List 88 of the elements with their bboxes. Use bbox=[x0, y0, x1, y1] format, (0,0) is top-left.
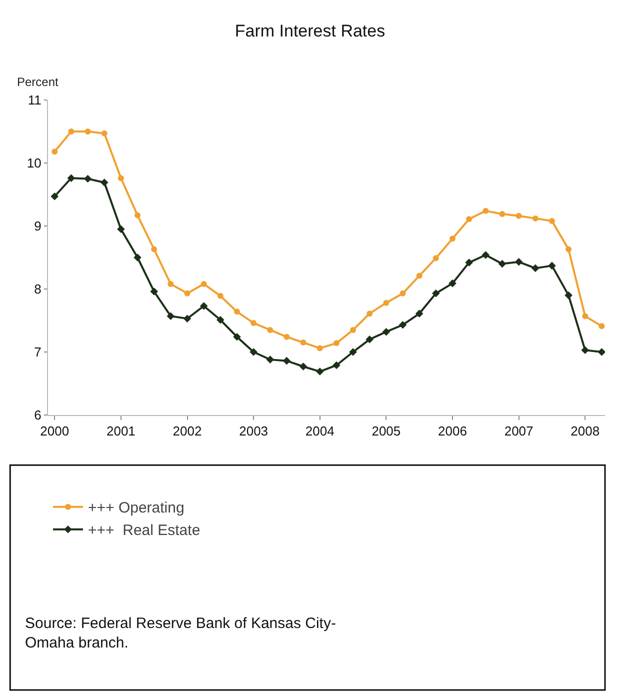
point bbox=[134, 254, 142, 262]
point bbox=[267, 326, 274, 333]
point bbox=[150, 288, 158, 296]
x-tick-label: 2006 bbox=[438, 424, 467, 439]
legend-label: +++ Operating bbox=[88, 500, 184, 517]
point bbox=[532, 215, 538, 222]
point bbox=[548, 262, 556, 270]
point bbox=[582, 313, 588, 320]
point bbox=[216, 316, 224, 324]
x-tick-label: 2001 bbox=[106, 424, 136, 439]
point bbox=[284, 334, 290, 340]
point bbox=[432, 255, 439, 262]
point bbox=[184, 290, 190, 296]
y-tick-label: 9 bbox=[34, 218, 42, 234]
point bbox=[349, 348, 357, 356]
point bbox=[50, 192, 59, 200]
point bbox=[134, 212, 141, 218]
point bbox=[166, 312, 175, 320]
point bbox=[499, 211, 506, 218]
point bbox=[465, 258, 473, 266]
point bbox=[566, 246, 572, 252]
point bbox=[84, 174, 92, 183]
point bbox=[316, 368, 324, 376]
chart-title: Farm Interest Rates bbox=[234, 21, 386, 40]
point bbox=[101, 130, 108, 136]
point bbox=[531, 264, 540, 272]
source-note: Source: Federal Reserve Bank of Kansas City- Omaha branch. bbox=[25, 615, 336, 652]
point bbox=[266, 356, 274, 364]
point bbox=[333, 340, 340, 346]
point bbox=[250, 320, 257, 326]
y-tick-label: 7 bbox=[34, 344, 42, 360]
point bbox=[598, 348, 605, 356]
point bbox=[498, 260, 506, 268]
point bbox=[415, 310, 424, 318]
y-axis-title: Percent bbox=[17, 75, 60, 89]
x-tick-label: 2008 bbox=[570, 424, 600, 439]
point bbox=[398, 321, 407, 329]
point bbox=[250, 348, 258, 356]
point bbox=[598, 323, 605, 330]
point bbox=[366, 336, 374, 344]
point bbox=[168, 280, 174, 287]
point bbox=[84, 128, 91, 134]
y-tick-label: 11 bbox=[28, 92, 42, 108]
point bbox=[234, 308, 240, 315]
point bbox=[100, 178, 108, 186]
point bbox=[300, 340, 306, 346]
point bbox=[350, 326, 356, 333]
point bbox=[548, 218, 555, 224]
point bbox=[448, 279, 456, 288]
x-tick-label: 2004 bbox=[305, 424, 334, 439]
point bbox=[282, 356, 291, 365]
point bbox=[432, 290, 440, 298]
point bbox=[68, 128, 74, 134]
point bbox=[383, 300, 390, 306]
y-tick-label: 10 bbox=[26, 156, 42, 171]
point bbox=[200, 280, 207, 287]
point bbox=[183, 314, 192, 323]
point bbox=[118, 175, 124, 182]
x-tick-label: 2005 bbox=[372, 424, 401, 439]
point bbox=[117, 225, 125, 234]
point bbox=[382, 328, 390, 336]
point bbox=[482, 208, 489, 214]
point bbox=[449, 236, 456, 242]
point bbox=[366, 310, 373, 317]
y-tick-label: 6 bbox=[34, 408, 42, 423]
point bbox=[299, 362, 308, 370]
point bbox=[52, 148, 58, 155]
point bbox=[416, 272, 422, 279]
point bbox=[67, 174, 76, 182]
point bbox=[581, 346, 590, 354]
point bbox=[466, 216, 472, 222]
legend-label: +++ Real Estate bbox=[88, 522, 200, 540]
point bbox=[332, 361, 340, 370]
point bbox=[400, 290, 406, 296]
x-tick-label: 2007 bbox=[504, 424, 534, 439]
point bbox=[564, 291, 572, 300]
point bbox=[514, 258, 523, 266]
point bbox=[200, 302, 208, 310]
x-tick-label: 2000 bbox=[40, 424, 70, 439]
y-tick-label: 8 bbox=[34, 282, 42, 297]
point bbox=[151, 246, 158, 252]
x-tick-label: 2003 bbox=[239, 424, 268, 439]
point bbox=[316, 345, 323, 352]
point bbox=[482, 251, 490, 259]
point bbox=[233, 332, 241, 341]
point bbox=[516, 212, 522, 219]
point bbox=[217, 292, 224, 299]
x-tick-label: 2002 bbox=[172, 424, 202, 439]
